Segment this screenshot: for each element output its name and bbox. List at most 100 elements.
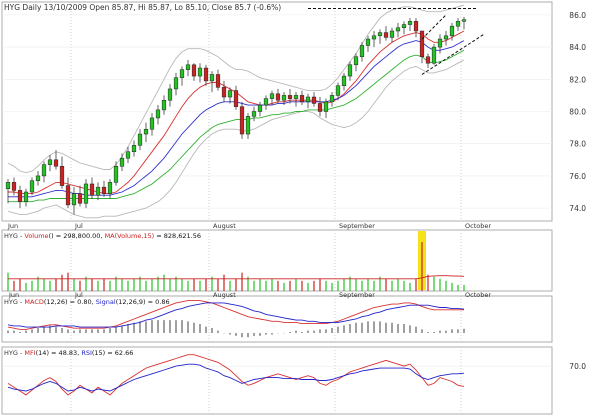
candle-body	[383, 32, 389, 38]
volume-ma-line	[8, 275, 465, 280]
x-axis-label: Jun	[7, 222, 18, 230]
candle-body	[413, 21, 419, 32]
candle-body	[101, 186, 107, 194]
candle-body	[359, 45, 365, 57]
volume-label: HYG - Volume() = 298,800.00, MA(Volume,1…	[4, 232, 201, 240]
candle-body	[89, 183, 95, 196]
mfi-panel-frame	[1, 346, 553, 415]
candle-body	[401, 24, 407, 29]
mfi-label-part: (15) = 62.66	[92, 349, 134, 357]
candle-body	[149, 117, 155, 130]
price-y-tick-label: 76.0	[569, 172, 586, 181]
volume-x-axis-label: September	[339, 291, 375, 299]
x-axis-label: Jul	[74, 222, 83, 230]
candle-body	[431, 46, 437, 64]
candle-body	[329, 95, 335, 103]
candle-body	[449, 25, 455, 37]
candle-body	[455, 21, 461, 27]
candle-body	[209, 74, 215, 82]
macd-label-part: MACD	[24, 298, 43, 306]
price-header-label: HYG Daily 13/10/2009 Open 85.87, Hi 85.8…	[4, 3, 281, 12]
candle-body	[155, 109, 161, 119]
macd-label: HYG - MACD(12,26) = 0.80, Signal(12,26,9…	[4, 298, 170, 306]
candle-body	[137, 133, 143, 146]
volume-x-axis-label: Jul	[74, 291, 83, 299]
macd-label-part: Signal	[96, 298, 116, 306]
candle-body	[341, 75, 347, 86]
price-y-tick-label: 80.0	[569, 108, 586, 117]
candle-body	[11, 182, 17, 191]
candle-body	[461, 19, 467, 22]
candle-body	[23, 191, 29, 202]
candle-body	[443, 35, 449, 40]
candle-body	[83, 183, 89, 204]
candle-body	[257, 104, 263, 112]
candle-body	[305, 96, 311, 103]
candle-body	[17, 190, 23, 202]
macd-label-part: (12,26,9) = 0.86	[116, 298, 170, 306]
volume-x-axis-label: October	[465, 291, 491, 299]
candle-body	[197, 67, 203, 77]
macd-label-part: (12,26) = 0.80,	[44, 298, 96, 306]
mfi-label-part: (14) = 48.83,	[36, 349, 82, 357]
candle-body	[287, 95, 293, 99]
candle-body	[131, 145, 137, 153]
candle-body	[35, 175, 41, 181]
overlay-line	[7, 4, 465, 174]
candle-body	[239, 106, 245, 135]
candle-body	[185, 64, 191, 70]
candle-body	[119, 157, 125, 167]
volume-x-axis-label: August	[213, 291, 236, 299]
x-axis-label: September	[339, 222, 375, 230]
candle-body	[77, 193, 83, 204]
candle-body	[347, 64, 353, 77]
candle-body	[299, 95, 305, 103]
candle-body	[71, 193, 77, 206]
price-y-tick-label: 78.0	[569, 140, 586, 149]
channel-lower-trendline	[421, 33, 485, 75]
candle-body	[161, 99, 167, 111]
candle-body	[107, 182, 113, 194]
candle-body	[167, 88, 173, 101]
candle-body	[407, 21, 413, 25]
macd-label-symbol: HYG -	[4, 298, 24, 306]
candle-body	[125, 151, 131, 159]
candle-body	[311, 96, 317, 104]
x-axis-label: October	[465, 222, 491, 230]
candle-body	[281, 95, 287, 101]
candle-body	[335, 85, 341, 96]
channel-upper-trendline	[421, 14, 447, 40]
candle-body	[173, 77, 179, 90]
candle-body	[233, 90, 239, 107]
price-y-tick-label: 86.0	[569, 11, 586, 20]
mfi-series-line	[7, 354, 465, 396]
candle-body	[389, 30, 395, 38]
candle-body	[47, 159, 53, 165]
mfi-label-part: RSI	[81, 349, 92, 357]
candle-body	[191, 64, 197, 77]
mfi-label-part: MFI	[24, 349, 35, 357]
candle-body	[323, 101, 329, 112]
candle-body	[95, 186, 101, 196]
candle-body	[275, 93, 281, 101]
volume-label-symbol: HYG -	[4, 232, 24, 240]
candle-body	[251, 111, 257, 117]
candle-body	[353, 56, 359, 66]
mfi-label: HYG - MFI(14) = 48.83, RSI(15) = 62.66	[4, 349, 133, 357]
overlay-line	[7, 59, 465, 219]
candle-body	[365, 38, 371, 46]
candle-body	[263, 98, 269, 106]
candle-body	[143, 128, 149, 135]
candle-body	[377, 32, 383, 37]
candle-body	[227, 90, 233, 98]
candle-body	[65, 185, 71, 206]
candle-body	[395, 27, 401, 32]
candle-body	[371, 35, 377, 40]
candle-body	[53, 159, 59, 167]
volume-label-part: MA(Volume,15)	[105, 232, 155, 240]
candle-body	[419, 30, 425, 57]
candle-body	[221, 87, 227, 98]
candle-body	[425, 56, 431, 64]
candle-body	[317, 103, 323, 112]
